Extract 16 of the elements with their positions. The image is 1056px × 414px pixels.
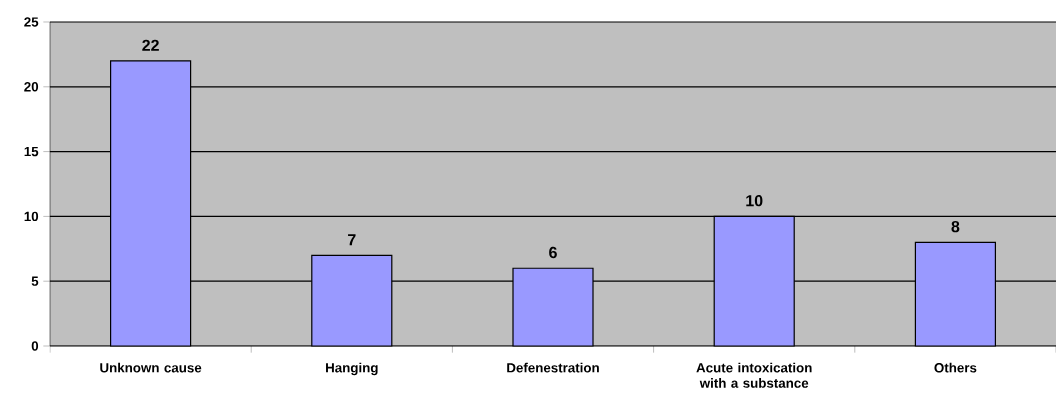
- y-tick-label: 0: [31, 341, 39, 351]
- data-label: 6: [549, 246, 557, 259]
- y-tick-label: 20: [24, 82, 39, 92]
- x-tick-label: Hanging: [326, 362, 378, 376]
- data-label: 8: [951, 220, 960, 233]
- data-label: 7: [348, 234, 356, 246]
- x-tick-label: Others: [934, 362, 977, 373]
- x-tick-label: Defenestration: [507, 362, 599, 373]
- data-label: 10: [746, 195, 763, 207]
- x-tick-label: Unknown cause: [100, 362, 202, 373]
- data-label: 22: [142, 39, 159, 51]
- y-tick-label: 5: [31, 276, 39, 286]
- y-tick-label: 25: [24, 17, 39, 27]
- x-tick-label: Acute intoxication with a substance: [696, 362, 812, 388]
- y-tick-label: 10: [24, 211, 39, 222]
- y-tick-label: 15: [24, 146, 39, 157]
